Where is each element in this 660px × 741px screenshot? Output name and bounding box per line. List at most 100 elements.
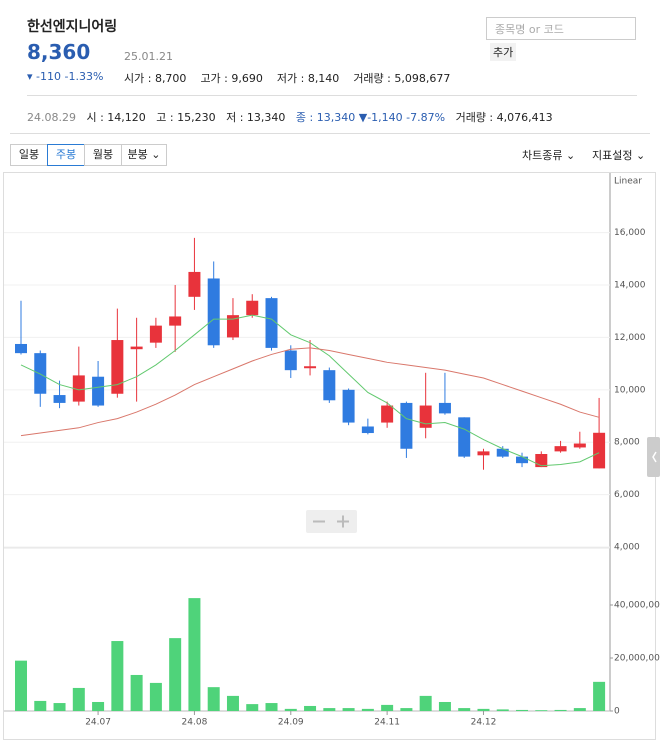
y-tick-label: 10,000 xyxy=(614,385,646,395)
volume-bar xyxy=(92,701,105,711)
candle-body xyxy=(111,340,124,394)
candle-body xyxy=(304,366,317,369)
volume-bar xyxy=(53,703,66,711)
price: 8,360 xyxy=(27,40,91,64)
period-tab[interactable]: 분봉 ⌄ xyxy=(121,144,167,166)
candle-body xyxy=(226,315,239,338)
chart-border xyxy=(3,172,656,740)
candle-body xyxy=(516,456,529,464)
volume-bar xyxy=(226,695,239,711)
volume-bar xyxy=(419,695,432,711)
volume-bar xyxy=(111,641,124,711)
y-tick-label: 12,000 xyxy=(614,333,646,343)
stock-name: 한선엔지니어링 xyxy=(27,19,118,35)
candle-body xyxy=(323,370,336,401)
candle-body xyxy=(477,451,490,456)
x-tick-label: 24.12 xyxy=(471,718,497,728)
candle-body xyxy=(438,402,451,414)
volume-bar xyxy=(149,682,162,711)
candle-body xyxy=(265,298,278,348)
field: 저가 : 8,140 xyxy=(276,72,340,85)
y-tick-label: 6,000 xyxy=(614,490,640,500)
x-tick-label: 24.08 xyxy=(182,718,208,728)
quote-fields: 시가 : 8,700 고가 : 9,690 저가 : 8,140 거래량 : 5… xyxy=(124,70,450,86)
change: ▾ -110 -1.33% xyxy=(27,70,104,83)
volume-bar xyxy=(535,710,548,711)
volume-bar xyxy=(516,709,529,711)
candle-body xyxy=(188,271,201,297)
y-tick-label: 16,000 xyxy=(614,228,646,238)
period-tab[interactable]: 주봉 xyxy=(47,144,85,166)
volume-bar xyxy=(15,660,27,711)
volume-bar xyxy=(496,709,509,711)
menu[interactable]: 지표설정 ⌄ xyxy=(592,149,646,162)
volume-bar xyxy=(304,705,317,711)
candle-body xyxy=(169,316,182,326)
volume-tick-label: 40,000,000 xyxy=(614,601,660,611)
period-tab[interactable]: 월봉 xyxy=(84,144,122,166)
moving-average xyxy=(20,314,600,467)
volume-bar xyxy=(438,701,451,711)
date: 25.01.21 xyxy=(124,50,173,63)
y-tick-label: 14,000 xyxy=(614,281,646,291)
x-tick-label: 24.09 xyxy=(278,718,304,728)
menu-label: 지표설정 xyxy=(592,149,633,162)
add-button[interactable]: 추가 xyxy=(490,43,517,61)
search-input[interactable]: 종목명 or 코드 xyxy=(486,17,636,40)
volume-bar xyxy=(323,708,336,711)
volume-bar xyxy=(400,708,413,711)
field: 저 : 13,340 xyxy=(226,111,286,124)
divider xyxy=(10,133,650,134)
menu[interactable]: 차트종류 ⌄ xyxy=(522,149,576,162)
volume-tick-label: 20,000,000 xyxy=(614,654,660,664)
candle-body xyxy=(72,375,85,402)
field: 종 : 13,340 xyxy=(295,111,356,124)
candle-body xyxy=(554,446,567,452)
candle-body xyxy=(246,300,259,316)
volume-bar xyxy=(207,687,220,711)
volume-bar xyxy=(72,687,85,711)
side-tab-icon xyxy=(652,451,657,463)
volume-bar xyxy=(381,704,394,711)
field: 고가 : 9,690 xyxy=(200,72,263,85)
candle-body xyxy=(207,278,220,346)
candle-body xyxy=(381,405,394,423)
volume-bar xyxy=(573,708,586,711)
volume-bar xyxy=(477,708,490,711)
divider xyxy=(27,95,637,96)
candle-body xyxy=(149,325,162,343)
candle-body xyxy=(419,405,432,428)
y-tick-label: 4,000 xyxy=(614,543,640,553)
candle-body xyxy=(342,389,355,423)
field: 거래량 : 4,076,413 xyxy=(455,111,553,124)
menu-label: 차트종류 xyxy=(522,149,563,162)
volume-bar xyxy=(130,674,143,711)
volume-bar xyxy=(458,708,471,711)
field: 시가 : 8,700 xyxy=(124,72,187,85)
volume-bar xyxy=(34,700,47,711)
candle-body xyxy=(593,432,606,469)
candle-body xyxy=(53,395,66,403)
volume-bar xyxy=(342,708,355,711)
volume-bar xyxy=(246,704,259,711)
volume-tick-label: 0 xyxy=(614,707,620,717)
field: 고 : 15,230 xyxy=(156,111,216,124)
candle-body xyxy=(284,350,297,371)
detail-date: 24.08.29 xyxy=(27,111,76,124)
volume-bar xyxy=(593,681,606,711)
volume-bar xyxy=(361,708,374,711)
candle-body xyxy=(361,426,374,434)
candle-body xyxy=(15,343,27,354)
zoom-icons xyxy=(313,515,349,528)
detail-row: 24.08.29 시 : 14,120 고 : 15,230 저 : 13,34… xyxy=(27,109,553,125)
candle-body xyxy=(573,443,586,448)
volume-bar xyxy=(284,708,297,711)
change-pct: -1.33% xyxy=(64,70,104,83)
detail-change: ▼-1,140 -7.87% xyxy=(358,111,446,124)
y-tick-label: 8,000 xyxy=(614,438,640,448)
scale-label: Linear xyxy=(614,177,642,187)
x-tick-label: 24.07 xyxy=(85,718,111,728)
zoom-buttons[interactable] xyxy=(306,510,357,533)
